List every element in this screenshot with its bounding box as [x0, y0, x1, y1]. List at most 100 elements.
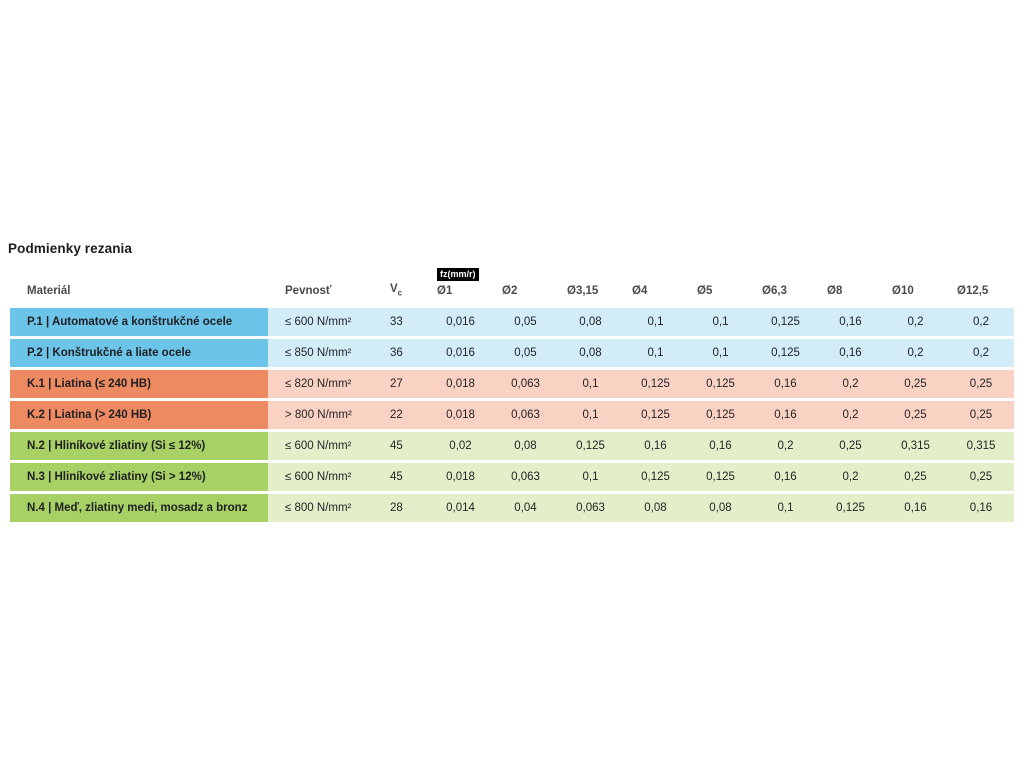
vc-cell: 33 — [373, 308, 428, 336]
fz-value-cell: 0,125 — [753, 308, 818, 336]
fz-value-cell: 0,014 — [428, 494, 493, 522]
fz-value-cell: 0,1 — [558, 401, 623, 429]
table-row: P.1 | Automatové a konštrukčné ocele ≤ 60… — [10, 308, 1014, 336]
material-cell: P.1 | Automatové a konštrukčné ocele — [10, 308, 268, 336]
fz-value-cell: 0,08 — [623, 494, 688, 522]
fz-value-cell: 0,016 — [428, 339, 493, 367]
fz-value-cell: 0,2 — [818, 370, 883, 398]
fz-value-cell: 0,315 — [948, 432, 1014, 460]
section-title: Podmienky rezania — [8, 241, 132, 256]
vc-cell: 36 — [373, 339, 428, 367]
fz-value-cell: 0,2 — [818, 401, 883, 429]
column-header-vc: Vc — [373, 265, 428, 305]
column-header-d7: Ø8 — [827, 285, 843, 297]
fz-value-cell: 0,16 — [688, 432, 753, 460]
fz-value-cell: 0,25 — [883, 463, 948, 491]
fz-value-cell: 0,25 — [883, 370, 948, 398]
fz-value-cell: 0,2 — [753, 432, 818, 460]
fz-value-cell: 0,16 — [818, 308, 883, 336]
fz-value-cell: 0,1 — [558, 370, 623, 398]
pevnost-cell: ≤ 600 N/mm² — [268, 432, 373, 460]
column-header-d1: fz(mm/r) Ø1 — [428, 265, 493, 305]
fz-value-cell: 0,25 — [948, 463, 1014, 491]
fz-value-cell: 0,2 — [948, 308, 1014, 336]
vc-cell: 28 — [373, 494, 428, 522]
fz-unit-badge: fz(mm/r) — [437, 268, 479, 281]
fz-value-cell: 0,2 — [883, 339, 948, 367]
fz-value-cell: 0,16 — [818, 339, 883, 367]
fz-value-cell: 0,125 — [558, 432, 623, 460]
column-header-d5: Ø5 — [697, 285, 713, 297]
fz-value-cell: 0,08 — [558, 339, 623, 367]
fz-value-cell: 0,018 — [428, 401, 493, 429]
column-header-d4: Ø4 — [632, 285, 648, 297]
fz-value-cell: 0,05 — [493, 308, 558, 336]
material-cell: P.2 | Konštrukčné a liate ocele — [10, 339, 268, 367]
fz-value-cell: 0,25 — [948, 370, 1014, 398]
pevnost-cell: > 800 N/mm² — [268, 401, 373, 429]
column-header-d3: Ø3,15 — [567, 285, 599, 297]
fz-value-cell: 0,125 — [623, 370, 688, 398]
fz-value-cell: 0,16 — [883, 494, 948, 522]
material-cell: K.2 | Liatina (> 240 HB) — [10, 401, 268, 429]
fz-value-cell: 0,018 — [428, 370, 493, 398]
fz-value-cell: 0,1 — [623, 308, 688, 336]
fz-value-cell: 0,1 — [688, 339, 753, 367]
pevnost-cell: ≤ 800 N/mm² — [268, 494, 373, 522]
fz-value-cell: 0,125 — [623, 401, 688, 429]
fz-value-cell: 0,25 — [948, 401, 1014, 429]
pevnost-cell: ≤ 600 N/mm² — [268, 308, 373, 336]
fz-value-cell: 0,25 — [883, 401, 948, 429]
table-row: K.2 | Liatina (> 240 HB) > 800 N/mm² 22 0,0… — [10, 401, 1014, 429]
fz-value-cell: 0,1 — [623, 339, 688, 367]
fz-value-cell: 0,063 — [558, 494, 623, 522]
material-cell: N.3 | Hliníkové zliatiny (Si > 12%) — [10, 463, 268, 491]
table-row: K.1 | Liatina (≤ 240 HB) ≤ 820 N/mm² 27 0,0… — [10, 370, 1014, 398]
vc-cell: 45 — [373, 432, 428, 460]
column-header-d2: Ø2 — [502, 285, 518, 297]
fz-value-cell: 0,2 — [948, 339, 1014, 367]
fz-value-cell: 0,125 — [818, 494, 883, 522]
vc-cell: 45 — [373, 463, 428, 491]
fz-value-cell: 0,125 — [688, 370, 753, 398]
table-row: N.2 | Hliníkové zliatiny (Si ≤ 12%) ≤ 600… — [10, 432, 1014, 460]
fz-value-cell: 0,2 — [818, 463, 883, 491]
fz-value-cell: 0,315 — [883, 432, 948, 460]
column-header-pevnost: Pevnosť — [285, 285, 332, 297]
table-row: N.3 | Hliníkové zliatiny (Si > 12%) ≤ 600… — [10, 463, 1014, 491]
fz-value-cell: 0,063 — [493, 370, 558, 398]
fz-value-cell: 0,08 — [688, 494, 753, 522]
material-cell: K.1 | Liatina (≤ 240 HB) — [10, 370, 268, 398]
material-cell: N.4 | Meď, zliatiny medi, mosadz a bronz — [10, 494, 268, 522]
vc-symbol: V — [390, 282, 398, 295]
table-header-row: Materiál Pevnosť Vc fz(mm/r) Ø1 Ø2 Ø3,15… — [10, 265, 1014, 305]
column-header-material: Materiál — [27, 285, 71, 297]
fz-value-cell: 0,1 — [558, 463, 623, 491]
fz-value-cell: 0,04 — [493, 494, 558, 522]
table-body: P.1 | Automatové a konštrukčné ocele ≤ 60… — [10, 308, 1014, 522]
fz-value-cell: 0,02 — [428, 432, 493, 460]
fz-value-cell: 0,1 — [753, 494, 818, 522]
fz-value-cell: 0,2 — [883, 308, 948, 336]
table-row: P.2 | Konštrukčné a liate ocele ≤ 850 N/m… — [10, 339, 1014, 367]
fz-value-cell: 0,125 — [688, 401, 753, 429]
cutting-conditions-section: Podmienky rezania Materiál Pevnosť Vc fz… — [8, 241, 1016, 525]
column-header-d9: Ø12,5 — [957, 285, 989, 297]
material-cell: N.2 | Hliníkové zliatiny (Si ≤ 12%) — [10, 432, 268, 460]
vc-cell: 27 — [373, 370, 428, 398]
vc-subscript: c — [397, 288, 403, 297]
vc-cell: 22 — [373, 401, 428, 429]
fz-value-cell: 0,125 — [623, 463, 688, 491]
fz-value-cell: 0,063 — [493, 401, 558, 429]
fz-value-cell: 0,25 — [818, 432, 883, 460]
fz-value-cell: 0,05 — [493, 339, 558, 367]
fz-value-cell: 0,16 — [753, 463, 818, 491]
fz-value-cell: 0,16 — [623, 432, 688, 460]
fz-value-cell: 0,018 — [428, 463, 493, 491]
fz-value-cell: 0,16 — [948, 494, 1014, 522]
fz-value-cell: 0,08 — [558, 308, 623, 336]
fz-value-cell: 0,125 — [753, 339, 818, 367]
cutting-conditions-table: Materiál Pevnosť Vc fz(mm/r) Ø1 Ø2 Ø3,15… — [10, 262, 1014, 525]
fz-value-cell: 0,08 — [493, 432, 558, 460]
